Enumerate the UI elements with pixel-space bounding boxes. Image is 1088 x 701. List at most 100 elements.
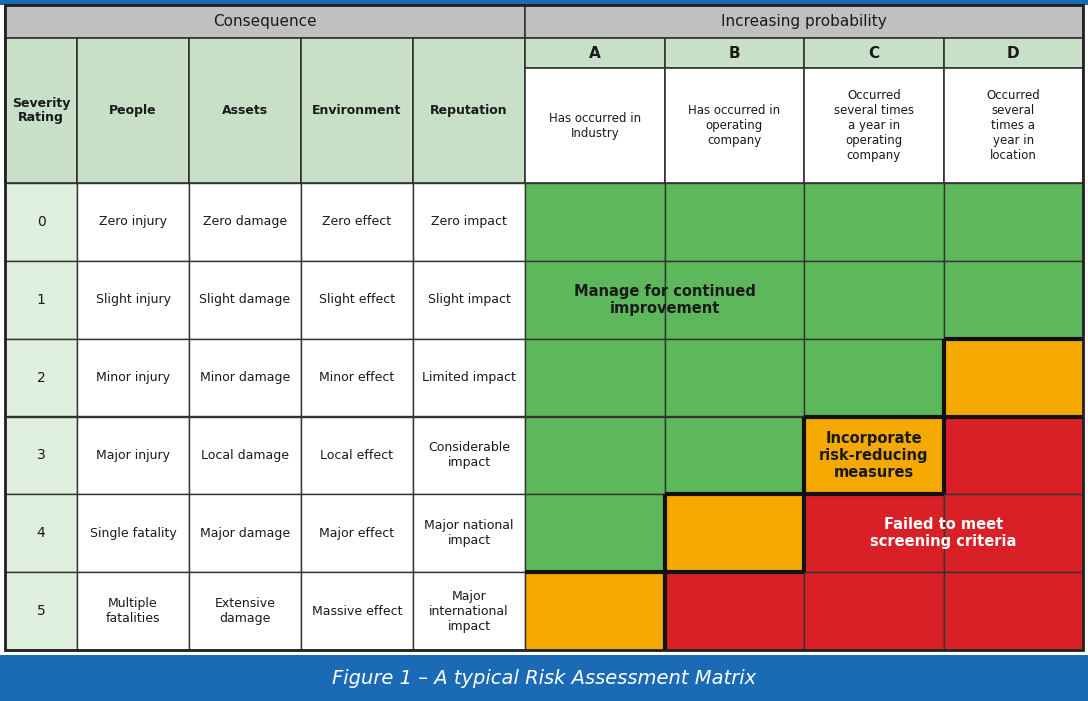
Bar bbox=[804, 183, 943, 261]
Bar bbox=[665, 261, 804, 339]
Bar bbox=[77, 183, 189, 261]
Bar bbox=[413, 339, 526, 416]
Text: Has occurred in
Industry: Has occurred in Industry bbox=[548, 111, 641, 139]
Bar bbox=[5, 5, 526, 38]
Text: Has occurred in
operating
company: Has occurred in operating company bbox=[689, 104, 780, 147]
Text: Reputation: Reputation bbox=[430, 104, 508, 117]
Text: Major national
impact: Major national impact bbox=[424, 519, 514, 547]
Bar bbox=[943, 183, 1083, 261]
Bar bbox=[189, 38, 301, 183]
Text: 3: 3 bbox=[37, 449, 46, 463]
Text: A: A bbox=[589, 46, 601, 60]
Text: Extensive
damage: Extensive damage bbox=[214, 597, 275, 625]
Bar bbox=[804, 68, 943, 183]
Text: Multiple
fatalities: Multiple fatalities bbox=[106, 597, 160, 625]
Text: Minor damage: Minor damage bbox=[200, 371, 290, 384]
Bar bbox=[189, 339, 301, 416]
Bar bbox=[943, 572, 1083, 650]
Bar bbox=[189, 494, 301, 572]
Text: Slight damage: Slight damage bbox=[199, 293, 290, 306]
Text: Consequence: Consequence bbox=[213, 14, 317, 29]
Bar bbox=[5, 494, 77, 572]
Bar bbox=[804, 494, 943, 572]
Text: Limited impact: Limited impact bbox=[422, 371, 516, 384]
Bar bbox=[413, 38, 526, 183]
Text: D: D bbox=[1006, 46, 1019, 60]
Bar bbox=[526, 38, 665, 68]
Text: Assets: Assets bbox=[222, 104, 268, 117]
Text: Figure 1 – A typical Risk Assessment Matrix: Figure 1 – A typical Risk Assessment Mat… bbox=[332, 669, 756, 688]
Text: C: C bbox=[868, 46, 879, 60]
Bar bbox=[943, 494, 1083, 572]
Text: Slight impact: Slight impact bbox=[428, 293, 510, 306]
Text: Failed to meet
screening criteria: Failed to meet screening criteria bbox=[870, 517, 1016, 550]
Text: Incorporate
risk-reducing
measures: Incorporate risk-reducing measures bbox=[819, 430, 928, 480]
Bar bbox=[804, 38, 943, 68]
Text: Major effect: Major effect bbox=[320, 526, 395, 540]
Bar bbox=[77, 261, 189, 339]
Text: Occurred
several times
a year in
operating
company: Occurred several times a year in operati… bbox=[833, 89, 914, 162]
Text: B: B bbox=[729, 46, 740, 60]
Bar bbox=[0, 655, 1088, 701]
Text: 5: 5 bbox=[37, 604, 46, 618]
Bar bbox=[526, 572, 665, 650]
Bar bbox=[77, 416, 189, 494]
Bar bbox=[0, 0, 1088, 5]
Text: People: People bbox=[109, 104, 157, 117]
Bar bbox=[413, 183, 526, 261]
Bar bbox=[665, 339, 804, 416]
Bar bbox=[526, 5, 1083, 38]
Bar bbox=[665, 494, 804, 572]
Bar bbox=[804, 572, 943, 650]
Bar bbox=[413, 261, 526, 339]
Bar bbox=[5, 572, 77, 650]
Text: Single fatality: Single fatality bbox=[89, 526, 176, 540]
Bar bbox=[665, 183, 804, 261]
Bar bbox=[665, 68, 804, 183]
Bar bbox=[301, 416, 413, 494]
Bar bbox=[943, 416, 1083, 494]
Bar bbox=[77, 572, 189, 650]
Text: Major injury: Major injury bbox=[96, 449, 170, 462]
Bar bbox=[943, 38, 1083, 68]
Bar bbox=[413, 494, 526, 572]
Bar bbox=[665, 38, 804, 68]
Text: Severity
Rating: Severity Rating bbox=[12, 97, 71, 125]
Bar bbox=[77, 38, 189, 183]
Text: Massive effect: Massive effect bbox=[312, 604, 403, 618]
Text: Local damage: Local damage bbox=[201, 449, 289, 462]
Bar bbox=[301, 38, 413, 183]
Text: Slight injury: Slight injury bbox=[96, 293, 171, 306]
Text: Environment: Environment bbox=[312, 104, 401, 117]
Text: 2: 2 bbox=[37, 371, 46, 385]
Text: Zero effect: Zero effect bbox=[322, 215, 392, 229]
Bar bbox=[804, 416, 943, 494]
Bar bbox=[526, 494, 665, 572]
Bar bbox=[77, 494, 189, 572]
Text: Manage for continued
improvement: Manage for continued improvement bbox=[573, 283, 755, 316]
Bar bbox=[5, 339, 77, 416]
Bar bbox=[526, 416, 665, 494]
Bar bbox=[804, 261, 943, 339]
Bar bbox=[189, 261, 301, 339]
Bar bbox=[301, 183, 413, 261]
Text: Slight effect: Slight effect bbox=[319, 293, 395, 306]
Bar bbox=[413, 416, 526, 494]
Text: Zero injury: Zero injury bbox=[99, 215, 166, 229]
Bar bbox=[5, 261, 77, 339]
Bar bbox=[189, 183, 301, 261]
Bar bbox=[77, 339, 189, 416]
Bar bbox=[943, 261, 1083, 339]
Bar bbox=[526, 183, 665, 261]
Bar bbox=[526, 68, 665, 183]
Bar bbox=[5, 38, 77, 183]
Bar bbox=[5, 183, 77, 261]
Bar bbox=[526, 339, 665, 416]
Text: Major
international
impact: Major international impact bbox=[429, 590, 509, 632]
Bar bbox=[301, 494, 413, 572]
Text: Increasing probability: Increasing probability bbox=[721, 14, 887, 29]
Text: Local effect: Local effect bbox=[321, 449, 394, 462]
Text: Minor injury: Minor injury bbox=[96, 371, 170, 384]
Text: Minor effect: Minor effect bbox=[320, 371, 395, 384]
Text: 0: 0 bbox=[37, 215, 46, 229]
